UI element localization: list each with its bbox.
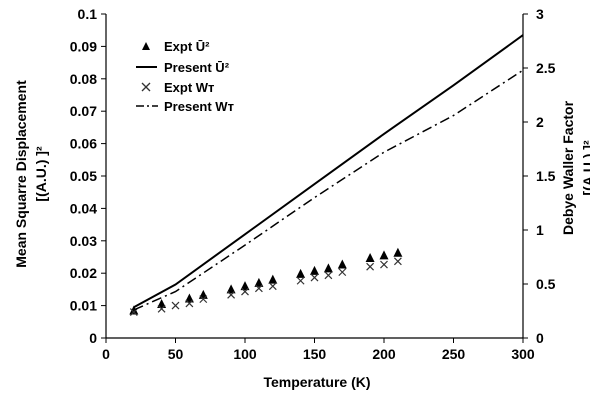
y-left-axis-title-line1: Mean Squarre Displacement — [13, 80, 29, 268]
y-left-tick-label: 0.05 — [70, 168, 97, 184]
series-present-wt-line — [133, 69, 524, 311]
y-left-axis-ticks: 0 0.01 0.02 0.03 0.04 0.05 0.06 0.07 0.08 0.09 0.1 — [70, 6, 106, 346]
expt-u2-triangle-point — [323, 263, 333, 273]
y-left-tick-label: 0.01 — [70, 298, 97, 314]
expt-wt-x-point — [171, 301, 180, 310]
legend-label-expt-u2: Expt Ū² — [164, 39, 210, 54]
expt-wt-x-point — [129, 308, 138, 317]
legend: Expt Ū² Present Ū² Expt Wᴛ Present Wᴛ — [136, 39, 234, 114]
y-right-axis-title-line2: [(A.U.) ]² — [580, 140, 590, 196]
expt-wt-x-point — [393, 257, 402, 266]
expt-wt-x-point — [254, 284, 263, 293]
expt-u2-triangle-point — [310, 265, 319, 275]
expt-u2-triangle-point — [296, 268, 306, 278]
y-right-tick-label: 3 — [536, 6, 544, 22]
y-right-axis-title-line1: Debye Waller Factor — [560, 100, 576, 235]
expt-wt-x-point — [241, 287, 249, 296]
y-left-axis-title-line2: [(A.U.) ]² — [33, 146, 49, 202]
expt-wt-x-point — [227, 290, 236, 299]
expt-wt-x-point — [296, 276, 305, 285]
expt-u2-triangle-point — [268, 274, 278, 284]
expt-wt-x-point — [268, 282, 277, 291]
expt-wt-x-point — [338, 268, 347, 277]
series-present-u2-line — [133, 34, 524, 309]
y-left-tick-label: 0.04 — [70, 200, 97, 216]
expt-wt-x-point — [310, 273, 319, 282]
expt-wt-x-point — [157, 304, 166, 313]
expt-u2-triangle-point — [240, 281, 250, 291]
x-tick-label: 150 — [303, 346, 327, 362]
y-right-tick-label: 1 — [536, 222, 544, 238]
x-tick-label: 250 — [442, 346, 466, 362]
expt-wt-x-point — [324, 271, 333, 280]
expt-u2-triangle-point — [157, 298, 167, 308]
legend-x-marker-icon — [141, 82, 151, 92]
expt-u2-triangle-point — [337, 259, 347, 269]
x-axis-title: Temperature (K) — [263, 374, 370, 390]
legend-triangle-marker-icon — [142, 42, 150, 50]
legend-label-present-wt: Present Wᴛ — [164, 99, 234, 114]
x-tick-label: 200 — [372, 346, 396, 362]
x-tick-label: 0 — [102, 346, 110, 362]
expt-u2-triangle-point — [254, 277, 264, 287]
y-right-tick-label: 0.5 — [536, 276, 556, 292]
expt-u2-triangle-point — [393, 247, 403, 257]
expt-wt-x-point — [185, 299, 194, 308]
expt-wt-x-point — [380, 260, 388, 269]
y-left-tick-label: 0.07 — [70, 103, 97, 119]
expt-wt-x-point — [366, 262, 375, 271]
y-right-tick-label: 2 — [536, 114, 544, 130]
y-left-tick-label: 0.02 — [70, 265, 97, 281]
legend-label-present-u2: Present Ū² — [164, 60, 230, 75]
series-layer — [129, 34, 524, 317]
y-left-axis-title-group: Mean Squarre Displacement [(A.U.) ]² — [13, 80, 49, 268]
y-right-axis-ticks: 0 0.5 1 1.5 2 2.5 3 — [523, 6, 556, 346]
x-axis-ticks: 0 50 100 150 200 250 300 — [102, 338, 535, 362]
expt-u2-triangle-point — [129, 305, 139, 315]
x-tick-label: 300 — [511, 346, 535, 362]
x-tick-label: 50 — [168, 346, 184, 362]
y-left-tick-label: 0.1 — [78, 6, 98, 22]
expt-u2-triangle-point — [365, 252, 375, 262]
y-right-tick-label: 1.5 — [536, 168, 556, 184]
y-right-tick-label: 0 — [536, 330, 544, 346]
legend-label-expt-wt: Expt Wᴛ — [164, 80, 214, 95]
y-left-tick-label: 0.09 — [70, 38, 97, 54]
y-left-tick-label: 0.06 — [70, 136, 97, 152]
y-left-tick-label: 0.08 — [70, 71, 97, 87]
expt-u2-triangle-point — [379, 250, 389, 260]
expt-u2-triangle-point — [226, 284, 236, 294]
expt-wt-x-point — [199, 295, 208, 304]
y-left-tick-label: 0.03 — [70, 233, 97, 249]
x-tick-label: 100 — [233, 346, 257, 362]
y-right-axis-title-group: Debye Waller Factor [(A.U.) ]² — [560, 100, 590, 235]
y-right-tick-label: 2.5 — [536, 60, 556, 76]
expt-u2-triangle-point — [198, 289, 208, 299]
expt-u2-triangle-point — [184, 293, 194, 303]
y-left-tick-label: 0 — [89, 330, 97, 346]
